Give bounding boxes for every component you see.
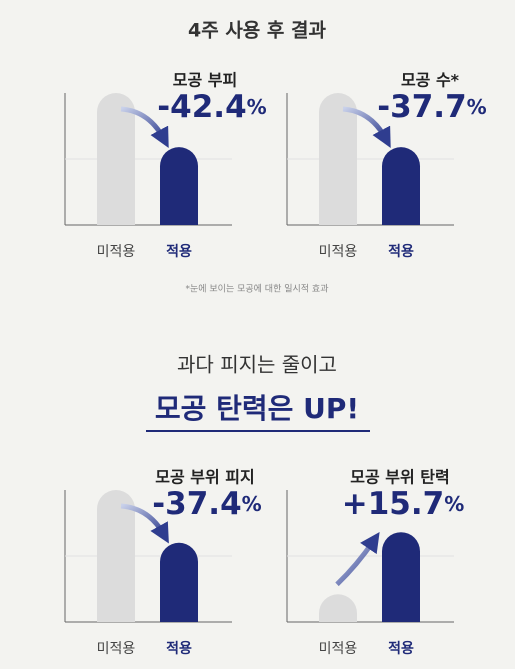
- change-label: -42.4%: [157, 89, 266, 125]
- category-label: 미적용: [319, 244, 358, 260]
- change-value: -42.4: [157, 89, 246, 125]
- category-label: 적용: [166, 640, 192, 657]
- arrow: [120, 106, 169, 148]
- footnote: *눈에 보이는 모공에 대한 일시적 효과: [185, 283, 328, 295]
- bar: [97, 93, 135, 225]
- bar: [160, 542, 198, 622]
- chart-title: 모공 수*: [401, 71, 460, 90]
- change-unit: %: [242, 492, 262, 516]
- bar: [319, 594, 357, 622]
- change-value: -37.4: [152, 486, 241, 522]
- arrow: [335, 531, 380, 587]
- category-label: 적용: [388, 640, 414, 657]
- chart-title: 모공 부위 탄력: [350, 468, 449, 487]
- category-label: 적용: [166, 243, 192, 260]
- change-unit: %: [444, 492, 464, 516]
- change-unit: %: [467, 95, 487, 119]
- category-label: 미적용: [97, 244, 136, 260]
- headline: 모공 탄력은 UP!: [155, 392, 359, 425]
- change-label: -37.4%: [152, 486, 261, 522]
- change-unit: %: [247, 95, 267, 119]
- bar: [319, 93, 357, 225]
- bar: [382, 147, 420, 225]
- arrow: [120, 503, 169, 544]
- chart-title: 모공 부피: [173, 71, 237, 90]
- bar: [382, 532, 420, 622]
- change-value: +15.7: [342, 486, 444, 522]
- title: 4주 사용 후 결과: [188, 20, 326, 42]
- subtitle: 과다 피지는 줄이고: [177, 353, 337, 377]
- category-label: 미적용: [97, 641, 136, 657]
- category-label: 미적용: [319, 641, 358, 657]
- category-label: 적용: [388, 243, 414, 260]
- change-value: -37.7: [377, 89, 466, 125]
- change-label: -37.7%: [377, 89, 486, 125]
- change-label: +15.7%: [342, 486, 465, 522]
- bar: [97, 490, 135, 622]
- chart-title: 모공 부위 피지: [155, 468, 254, 487]
- arrow: [342, 106, 391, 148]
- bar: [160, 147, 198, 225]
